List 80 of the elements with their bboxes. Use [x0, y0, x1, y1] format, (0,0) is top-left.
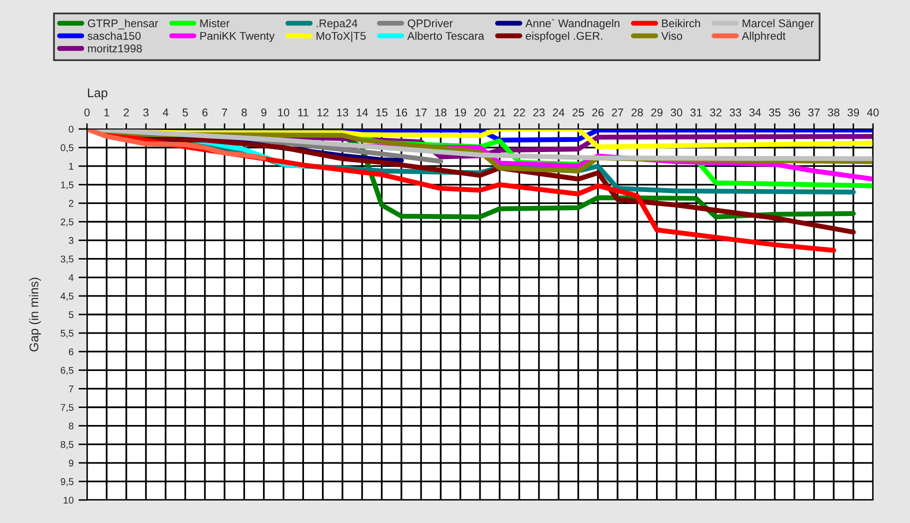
y-tick-label: 6: [68, 348, 74, 356]
x-tick-label: 25: [572, 108, 584, 116]
x-tick-label: 15: [376, 108, 388, 116]
legend-label: GTRP_hensar: [88, 19, 158, 30]
x-tick-label: 20: [474, 108, 486, 116]
legend-label: moritz1998: [88, 44, 142, 52]
y-tick-label: 1,5: [61, 181, 74, 190]
x-tick-label: 17: [416, 108, 427, 116]
y-tick-label: 3: [68, 237, 74, 244]
x-tick-label: 29: [651, 108, 663, 116]
x-tick-label: 7: [222, 108, 228, 116]
y-tick-label: 2: [68, 200, 74, 207]
x-tick-label: 18: [435, 108, 446, 116]
y-tick-label: 9,5: [60, 478, 74, 486]
x-tick-label: 24: [552, 108, 564, 116]
line-series: [87, 129, 266, 160]
y-axis-title: Gap (in mins): [29, 278, 41, 352]
x-tick-label: 39: [848, 108, 860, 116]
x-tick-label: 40: [867, 108, 879, 116]
x-tick-label: 22: [514, 108, 525, 116]
x-tick-label: 30: [670, 108, 682, 116]
y-tick-label: 4: [68, 274, 74, 281]
y-tick-label: 8,5: [60, 441, 74, 450]
x-tick-label: 34: [749, 108, 761, 116]
y-tick-label: 4,5: [60, 292, 74, 301]
legend-label: eispfogel .GER.: [526, 32, 602, 42]
y-tick-label: 1: [69, 162, 74, 170]
x-tick-label: 36: [788, 108, 800, 116]
x-tick-label: 19: [455, 108, 466, 116]
x-tick-label: 31: [690, 108, 702, 116]
y-tick-label: 8: [68, 422, 74, 430]
x-tick-label: 10: [278, 108, 290, 116]
legend-label: QPDriver: [408, 19, 453, 30]
x-tick-label: 32: [710, 108, 722, 116]
legend-label: Alberto Tescara: [407, 32, 484, 40]
x-tick-label: 6: [202, 108, 208, 116]
x-tick-label: 1: [104, 108, 110, 116]
x-tick-label: 37: [808, 108, 820, 116]
legend-label: Allphredt: [742, 32, 786, 42]
legend-label: Mister: [200, 19, 230, 28]
legend-label: Beikirch: [662, 19, 700, 28]
y-tick-label: 2,5: [60, 218, 74, 227]
y-tick-label: 9: [68, 460, 74, 467]
x-tick-label: 9: [261, 108, 266, 116]
x-tick-label: 23: [533, 108, 545, 116]
legend-label: .Repa24: [316, 19, 358, 30]
legend-label: Anne` Wandnageln: [525, 18, 620, 30]
y-tick-label: 0,5: [60, 144, 74, 152]
x-axis-title: Lap: [88, 88, 108, 100]
x-tick-label: 12: [317, 108, 328, 116]
y-tick-label: 6,5: [60, 366, 74, 375]
legend-label: sascha150: [88, 32, 141, 40]
x-tick-label: 11: [298, 108, 308, 116]
legend-label: Viso: [661, 32, 682, 40]
x-tick-label: 27: [612, 108, 624, 116]
legend-label: MoToX|T5: [316, 32, 366, 42]
x-tick-label: 38: [828, 108, 840, 116]
x-tick-label: 13: [337, 108, 348, 116]
x-tick-label: 21: [494, 108, 506, 116]
x-tick-label: 2: [124, 108, 129, 116]
y-tick-label: 10: [64, 496, 74, 504]
legend-label: PaniKK Twenty: [200, 32, 275, 42]
x-tick-label: 4: [162, 108, 168, 116]
x-tick-label: 33: [730, 108, 742, 116]
legend-label: Marcel Sänger: [742, 19, 814, 30]
x-tick-label: 26: [592, 108, 604, 116]
x-tick-label: 0: [84, 108, 90, 116]
x-tick-label: 14: [356, 108, 368, 116]
x-tick-label: 3: [143, 108, 149, 116]
y-tick-label: 5: [68, 311, 74, 318]
x-tick-label: 28: [632, 108, 643, 116]
x-tick-label: 35: [768, 108, 780, 116]
x-tick-label: 16: [396, 108, 408, 116]
x-tick-label: 5: [182, 108, 188, 116]
x-tick-label: 8: [242, 108, 247, 116]
y-tick-label: 7,5: [60, 404, 74, 412]
y-tick-label: 7: [68, 386, 74, 392]
y-tick-label: 5,5: [60, 330, 74, 338]
y-tick-label: 3,5: [60, 256, 74, 264]
y-tick-label: 0: [68, 126, 74, 133]
